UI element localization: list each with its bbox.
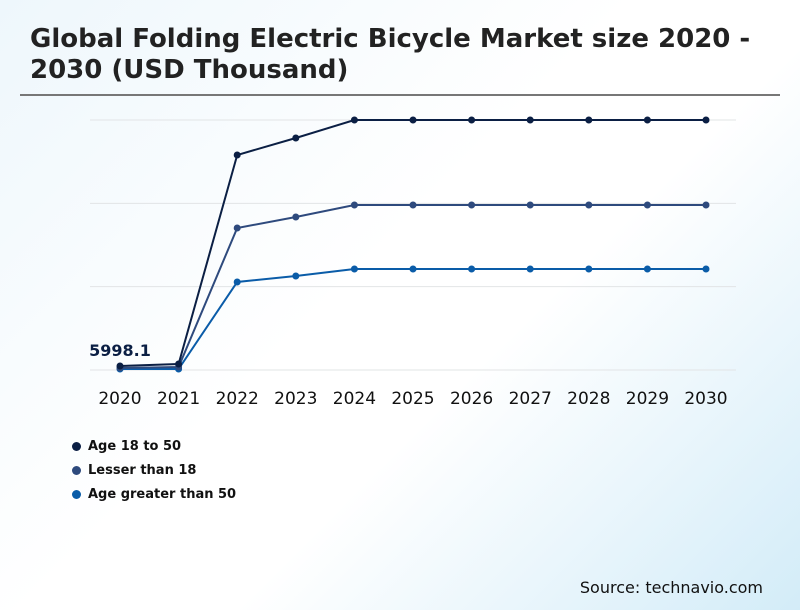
data-point <box>643 201 651 209</box>
data-point <box>643 116 651 124</box>
legend-marker-icon <box>72 441 81 451</box>
x-tick-label: 2029 <box>626 389 669 409</box>
data-point <box>175 360 183 368</box>
x-tick-label: 2025 <box>391 389 434 409</box>
data-point <box>409 201 417 209</box>
data-point <box>350 265 358 273</box>
data-point <box>350 201 358 209</box>
legend: Age 18 to 50 Lesser than 18 Age greater th… <box>72 434 236 506</box>
data-point <box>292 213 300 221</box>
legend-label: Age 18 to 50 <box>88 438 182 454</box>
data-point <box>409 116 417 124</box>
data-point <box>233 224 241 232</box>
data-point <box>585 116 593 124</box>
data-point <box>702 116 710 124</box>
data-point <box>468 201 476 209</box>
data-point <box>585 201 593 209</box>
legend-label: Age greater than 50 <box>88 486 237 502</box>
data-point <box>292 272 300 280</box>
data-point <box>116 362 124 370</box>
series-line <box>119 119 706 368</box>
x-tick-label: 2022 <box>216 389 259 409</box>
data-point <box>468 116 476 124</box>
data-point <box>643 265 651 273</box>
x-tick-label: 2024 <box>333 389 376 409</box>
legend-marker-icon <box>72 465 81 475</box>
title-divider <box>20 94 780 96</box>
data-point <box>233 151 241 159</box>
series-line <box>120 268 706 370</box>
x-tick-label: 2028 <box>567 389 610 409</box>
data-point <box>526 265 534 273</box>
data-point <box>702 265 710 273</box>
data-point <box>526 116 534 124</box>
legend-item: Age greater than 50 <box>72 482 236 506</box>
legend-item: Lesser than 18 <box>72 458 236 482</box>
data-label: 5998.1 <box>89 341 151 360</box>
legend-label: Lesser than 18 <box>88 462 197 478</box>
x-tick-label: 2030 <box>684 389 727 409</box>
x-tick-label: 2026 <box>450 389 493 409</box>
chart-title: Global Folding Electric Bicycle Market s… <box>30 24 751 85</box>
data-point <box>233 278 241 286</box>
data-point <box>702 201 710 209</box>
data-point <box>409 265 417 273</box>
x-tick-label: 2023 <box>274 389 317 409</box>
x-tick-label: 2021 <box>157 389 200 409</box>
x-tick-label: 2027 <box>509 389 552 409</box>
data-point <box>350 116 358 124</box>
data-point <box>585 265 593 273</box>
data-point <box>468 265 476 273</box>
legend-item: Age 18 to 50 <box>72 434 236 458</box>
source-text: Source: technavio.com <box>579 578 763 597</box>
legend-marker-icon <box>72 489 81 499</box>
data-point <box>292 134 300 142</box>
x-tick-label: 2020 <box>98 389 141 409</box>
data-point <box>526 201 534 209</box>
